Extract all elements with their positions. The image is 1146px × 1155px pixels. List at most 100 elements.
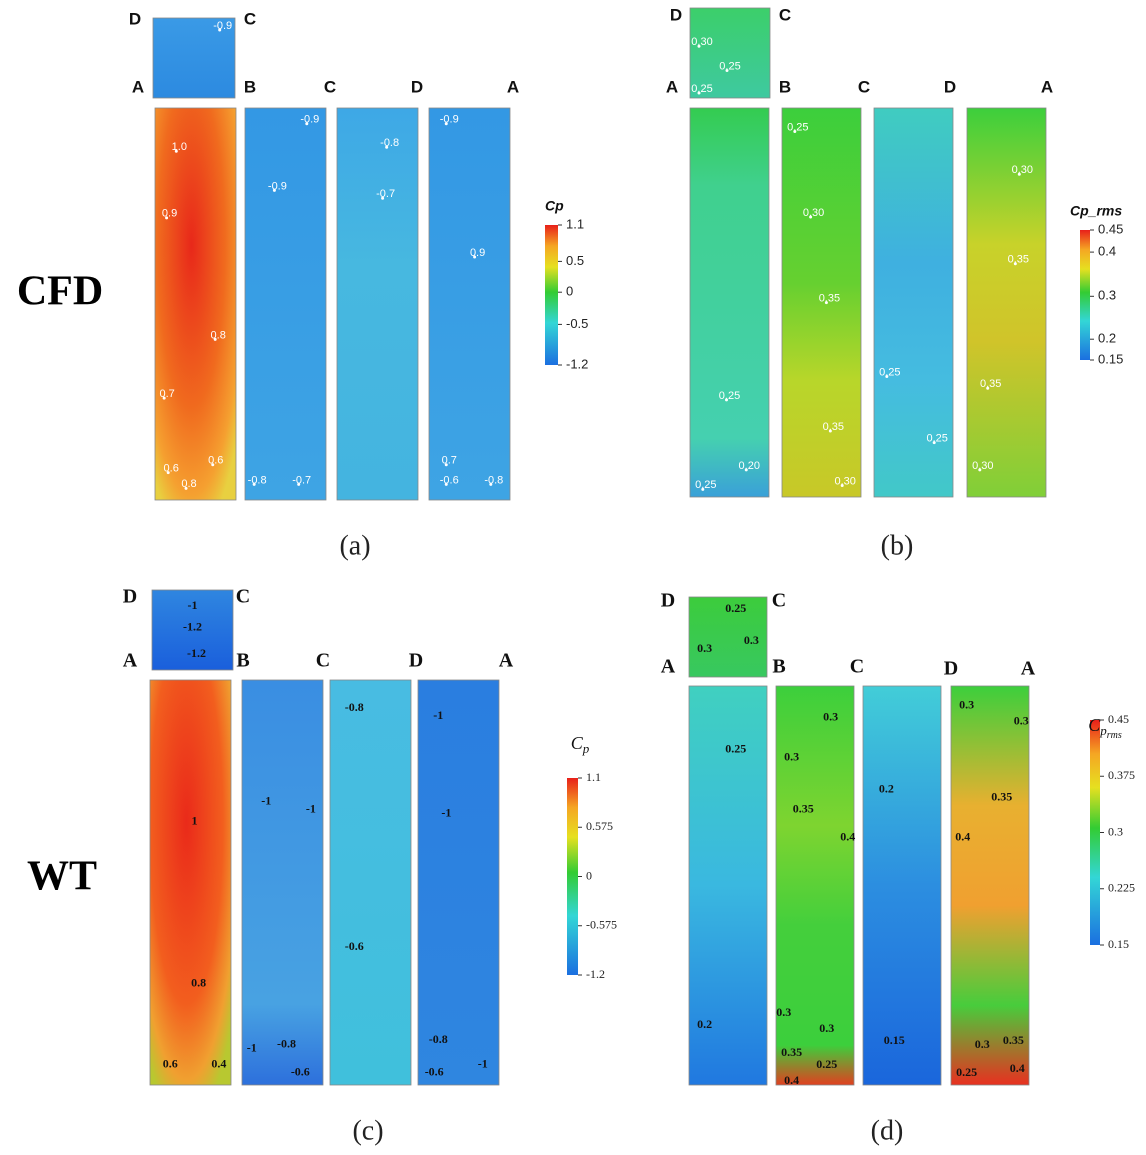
contour-dot: [1017, 172, 1021, 176]
contour-dot: [218, 28, 222, 32]
contour-label: -1: [478, 1057, 488, 1071]
contour-dot: [701, 487, 705, 491]
contour-label: 0.4: [211, 1057, 226, 1071]
wall-face: [873, 107, 954, 498]
corner-label: C: [236, 586, 250, 608]
corner-label: D: [944, 658, 958, 680]
wall-face: [154, 107, 237, 501]
contour-label: 0.35: [793, 801, 814, 815]
contour-label: 0.35: [991, 789, 1012, 803]
contour-dot: [744, 468, 748, 472]
contour-label: 0.9: [162, 208, 177, 220]
corner-label: D: [661, 590, 675, 612]
corner-label: C: [316, 650, 330, 672]
contour-label: 0.4: [1010, 1061, 1025, 1075]
contour-label: 0.3: [823, 710, 838, 724]
contour-label: -1.2: [183, 619, 202, 633]
contour-label: 0.3: [697, 641, 712, 655]
contour-dot: [1013, 262, 1017, 266]
wall-face: [336, 107, 419, 501]
contour-label: 0.3: [1014, 714, 1029, 728]
contour-label: 0.30: [803, 207, 824, 219]
contour-label: 1: [192, 814, 198, 828]
colorbar-tick-label: 0.4: [1098, 244, 1116, 259]
contour-label: 0.25: [725, 742, 746, 756]
contour-label: 0.8: [211, 329, 226, 341]
colorbar-tick-label: 0.45: [1108, 712, 1129, 726]
wall-face: [775, 685, 855, 1086]
contour-dot: [174, 149, 178, 153]
corner-label: D: [409, 650, 423, 672]
wall-face: [149, 679, 232, 1086]
contour-label: 0.3: [776, 1005, 791, 1019]
colorbar-title-main: C: [571, 733, 584, 753]
contour-label: 0.25: [956, 1065, 977, 1079]
contour-label: 0.30: [691, 36, 712, 48]
contour-dot: [166, 471, 170, 475]
contour-label: -1: [261, 793, 271, 807]
contour-label: -1: [441, 805, 451, 819]
contour-label: 0.2: [697, 1017, 712, 1031]
corner-label: A: [1021, 658, 1036, 680]
colorbar-tick-label: 0.15: [1098, 351, 1123, 366]
caption: (a): [339, 530, 370, 561]
wall-face: [428, 107, 511, 501]
contour-label: -0.8: [380, 137, 399, 149]
colorbar-tick-label: -1.2: [586, 967, 605, 981]
wall-face: [329, 679, 412, 1086]
contour-label: 0.35: [1003, 1033, 1024, 1047]
contour-label: 0.9: [470, 247, 485, 259]
contour-dot: [824, 301, 828, 305]
contour-label: -0.9: [268, 180, 287, 192]
contour-label: -1: [306, 801, 316, 815]
contour-label: 1.0: [172, 141, 187, 153]
contour-label: 0.35: [819, 293, 840, 305]
corner-label: D: [411, 77, 423, 96]
contour-label: 0.25: [691, 83, 712, 95]
contour-dot: [444, 463, 448, 467]
colorbar-tick-label: 1.1: [586, 770, 601, 784]
colorbar-tick-label: 0.375: [1108, 768, 1135, 782]
wall-face: [966, 107, 1047, 498]
contour-label: -0.6: [440, 474, 459, 486]
contour-label: 0.25: [719, 390, 740, 402]
colorbar-title: Cp_rms: [1070, 203, 1122, 219]
contour-label: 0.35: [980, 378, 1001, 390]
colorbar-title-main: C: [1088, 715, 1101, 735]
contour-dot: [272, 188, 276, 192]
colorbar: [567, 778, 578, 975]
contour-label: 0.7: [442, 455, 457, 467]
contour-label: -0.9: [213, 20, 232, 32]
contour-label: -0.8: [429, 1032, 448, 1046]
contour-dot: [473, 255, 477, 259]
contour-label: 0.3: [784, 750, 799, 764]
colorbar-title-sub: p: [582, 741, 590, 756]
colorbar-title: Cp: [545, 198, 564, 214]
corner-label: C: [772, 590, 786, 612]
contour-label: -0.7: [292, 474, 311, 486]
row-label: WT: [27, 854, 97, 900]
wall-face: [688, 685, 768, 1086]
contour-dot: [444, 482, 448, 486]
colorbar-tick-label: 0.225: [1108, 881, 1135, 895]
colorbar-tick-label: 0.575: [586, 819, 613, 833]
colorbar-tick-label: 0.2: [1098, 331, 1116, 346]
contour-dot: [211, 463, 215, 467]
corner-label: C: [850, 656, 864, 678]
contour-label: 0.6: [163, 1057, 178, 1071]
contour-dot: [885, 375, 889, 379]
corner-label: C: [244, 9, 256, 28]
colorbar: [1090, 720, 1100, 945]
contour-label: -0.8: [277, 1036, 296, 1050]
contour-dot: [697, 91, 701, 95]
colorbar-tick-label: 0: [566, 284, 573, 299]
contour-dot: [978, 468, 982, 472]
contour-label: -0.7: [376, 188, 395, 200]
contour-label: 0.7: [160, 388, 175, 400]
contour-dot: [697, 44, 701, 48]
colorbar-tick-label: 0.45: [1098, 221, 1123, 236]
roof-face: [688, 596, 768, 678]
contour-dot: [381, 196, 385, 200]
contour-label: 0.6: [164, 463, 179, 475]
